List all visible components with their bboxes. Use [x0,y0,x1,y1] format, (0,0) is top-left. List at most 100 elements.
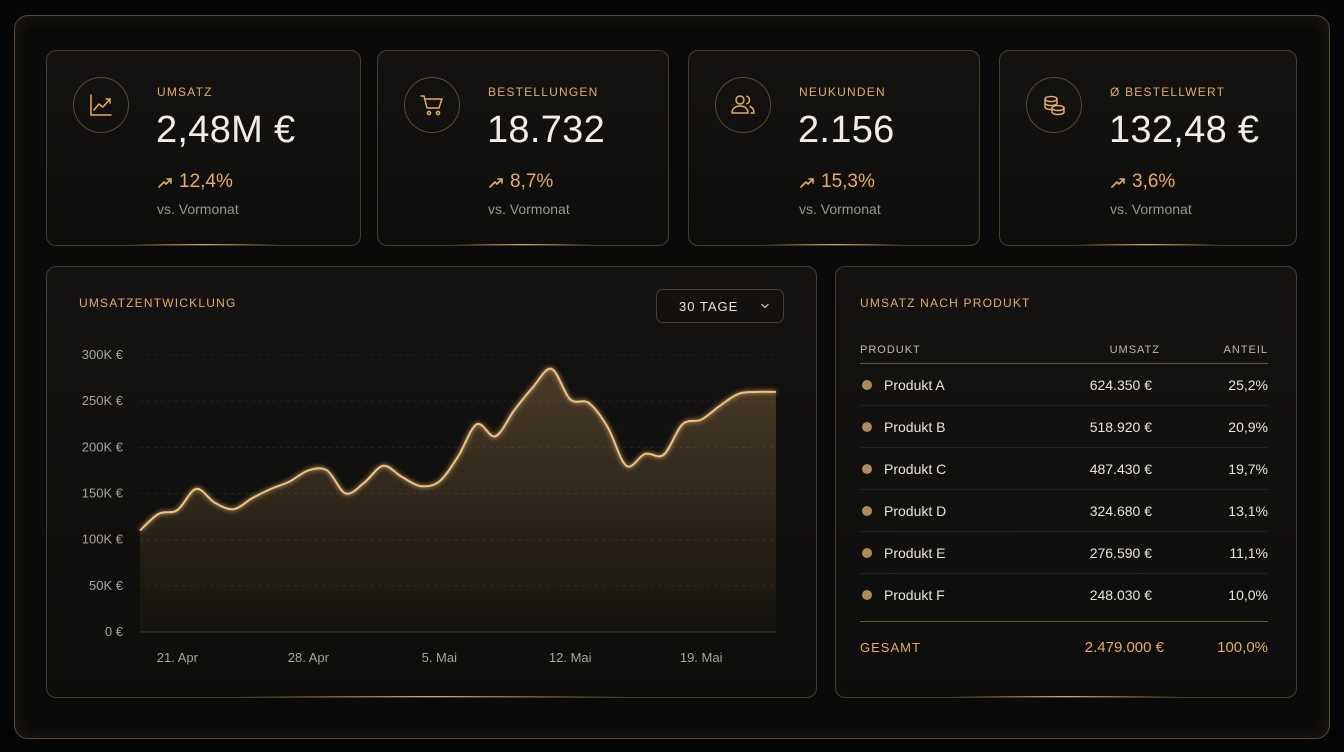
data-point[interactable] [361,479,367,485]
product-share: 10,0% [1228,586,1268,603]
product-name-cell: Produkt C [860,447,1020,490]
table-row[interactable]: Produkt E 276.590 €11,1% [860,531,1268,574]
kpi-delta-value: 3,6% [1132,171,1176,192]
product-share: 19,7% [1160,447,1268,490]
product-revenue: 487.430 € [1020,447,1160,490]
kpi-comparison-label: vs. Vormonat [488,201,570,217]
product-dot-icon [862,421,872,432]
product-revenue: 276.590 € [1020,531,1160,574]
card-glow [450,244,596,245]
kpi-value: 132,48 € [1109,109,1260,151]
data-point[interactable] [736,391,742,397]
product-name: Produkt A [884,376,945,393]
product-dot-icon [862,379,872,390]
column-header-revenue[interactable]: UMSATZ [1020,337,1160,364]
data-point[interactable] [492,433,498,439]
data-point[interactable] [698,417,704,423]
kpi-card-avg-order-value[interactable]: Ø BESTELLWERT 132,48 € 3,6% vs. Vormonat [999,50,1297,246]
x-tick-label: 12. Mai [549,650,592,665]
card-glow [125,244,282,245]
card-glow [951,696,1181,697]
data-point[interactable] [193,486,199,492]
revenue-series-line [139,367,777,532]
kpi-card-orders[interactable]: BESTELLUNGEN 18.732 8,7% vs. Vormonat [377,50,669,246]
kpi-label: UMSATZ [157,85,213,99]
kpi-delta-value: 8,7% [510,171,554,192]
kpi-value: 18.732 [487,109,606,151]
table-row[interactable]: Produkt F 248.030 € 10,0% [860,574,1268,616]
data-point[interactable] [511,407,517,413]
product-dot-icon [862,547,872,558]
data-point[interactable] [399,474,405,480]
data-point[interactable] [567,396,573,402]
data-point[interactable] [717,403,723,409]
data-point[interactable] [586,400,592,406]
chart-title: UMSATZENTWICKLUNG [79,296,237,310]
x-tick-label: 19. Mai [680,650,723,665]
data-point[interactable] [679,421,685,427]
table-row[interactable]: Produkt D 324.680 €13,1% [860,489,1268,532]
data-point[interactable] [212,500,218,506]
kpi-label: Ø BESTELLWERT [1110,85,1226,99]
product-name-cell: Produkt F [860,574,1020,616]
kpi-card-new-customers[interactable]: NEUKUNDEN 2.156 15,3% vs. Vormonat [688,50,980,246]
users-icon [715,77,771,133]
kpi-delta: 8,7% [488,171,553,193]
data-point[interactable] [249,495,255,501]
product-revenue: 248.030 € [1089,586,1152,603]
product-name-cell: Produkt D [860,489,1020,532]
kpi-label: BESTELLUNGEN [488,85,599,99]
data-point[interactable] [174,507,180,513]
table-row[interactable]: Produkt A 624.350 €25,2% [860,363,1268,406]
table-row[interactable]: Produkt C 487.430 €19,7% [860,447,1268,490]
data-point[interactable] [642,451,648,457]
revenue-chart-card: UMSATZENTWICKLUNG 30 TAGE 0 € 50K € 100K €… [46,266,817,698]
data-point[interactable] [418,483,424,489]
date-range-label: 30 TAGE [679,298,739,314]
data-point[interactable] [343,491,349,497]
trend-up-icon [158,178,172,188]
column-header-product[interactable]: PRODUKT [860,337,1020,364]
product-name-cell: Produkt A [860,363,1020,406]
kpi-comparison-label: vs. Vormonat [799,201,881,217]
column-header-share[interactable]: ANTEIL [1160,337,1268,364]
date-range-dropdown[interactable]: 30 TAGE [656,289,784,323]
data-point[interactable] [474,421,480,427]
product-dot-icon [862,505,872,516]
y-tick-label: 300K € [82,347,124,362]
data-point[interactable] [305,467,311,473]
data-point[interactable] [455,454,461,460]
data-point[interactable] [661,452,667,458]
y-tick-label: 250K € [82,393,124,408]
data-point[interactable] [754,389,760,395]
data-point[interactable] [549,366,555,372]
trend-up-icon [1111,178,1125,188]
kpi-delta: 15,3% [799,171,875,193]
data-point[interactable] [268,486,274,492]
data-point[interactable] [137,527,143,533]
table-row[interactable]: Produkt B 518.920 €20,9% [860,405,1268,448]
shopping-cart-icon [404,77,460,133]
data-point[interactable] [287,478,293,484]
product-revenue: 324.680 € [1020,489,1160,532]
x-tick-label: 21. Apr [157,650,199,665]
kpi-delta: 3,6% [1110,171,1175,193]
data-point[interactable] [773,389,779,395]
kpi-card-revenue[interactable]: UMSATZ 2,48M € 12,4% vs. Vormonat [46,50,361,246]
x-tick-label: 28. Apr [288,650,330,665]
data-point[interactable] [530,384,536,390]
data-point[interactable] [324,467,330,473]
data-point[interactable] [231,506,237,512]
data-point[interactable] [605,424,611,430]
data-point[interactable] [436,478,442,484]
total-revenue: 2.479.000 € [1084,638,1164,656]
y-tick-label: 100K € [82,532,124,547]
data-point[interactable] [380,463,386,469]
product-share: 20,9% [1160,405,1268,448]
data-point[interactable] [623,463,629,469]
y-tick-label: 200K € [82,439,124,454]
data-point[interactable] [156,511,162,517]
revenue-area-chart[interactable]: 0 € 50K € 100K € 150K € 200K € 250K € 300K € 21… [47,267,816,697]
x-tick-label: 5. Mai [422,650,458,665]
total-share: 100,0% [1217,638,1268,656]
